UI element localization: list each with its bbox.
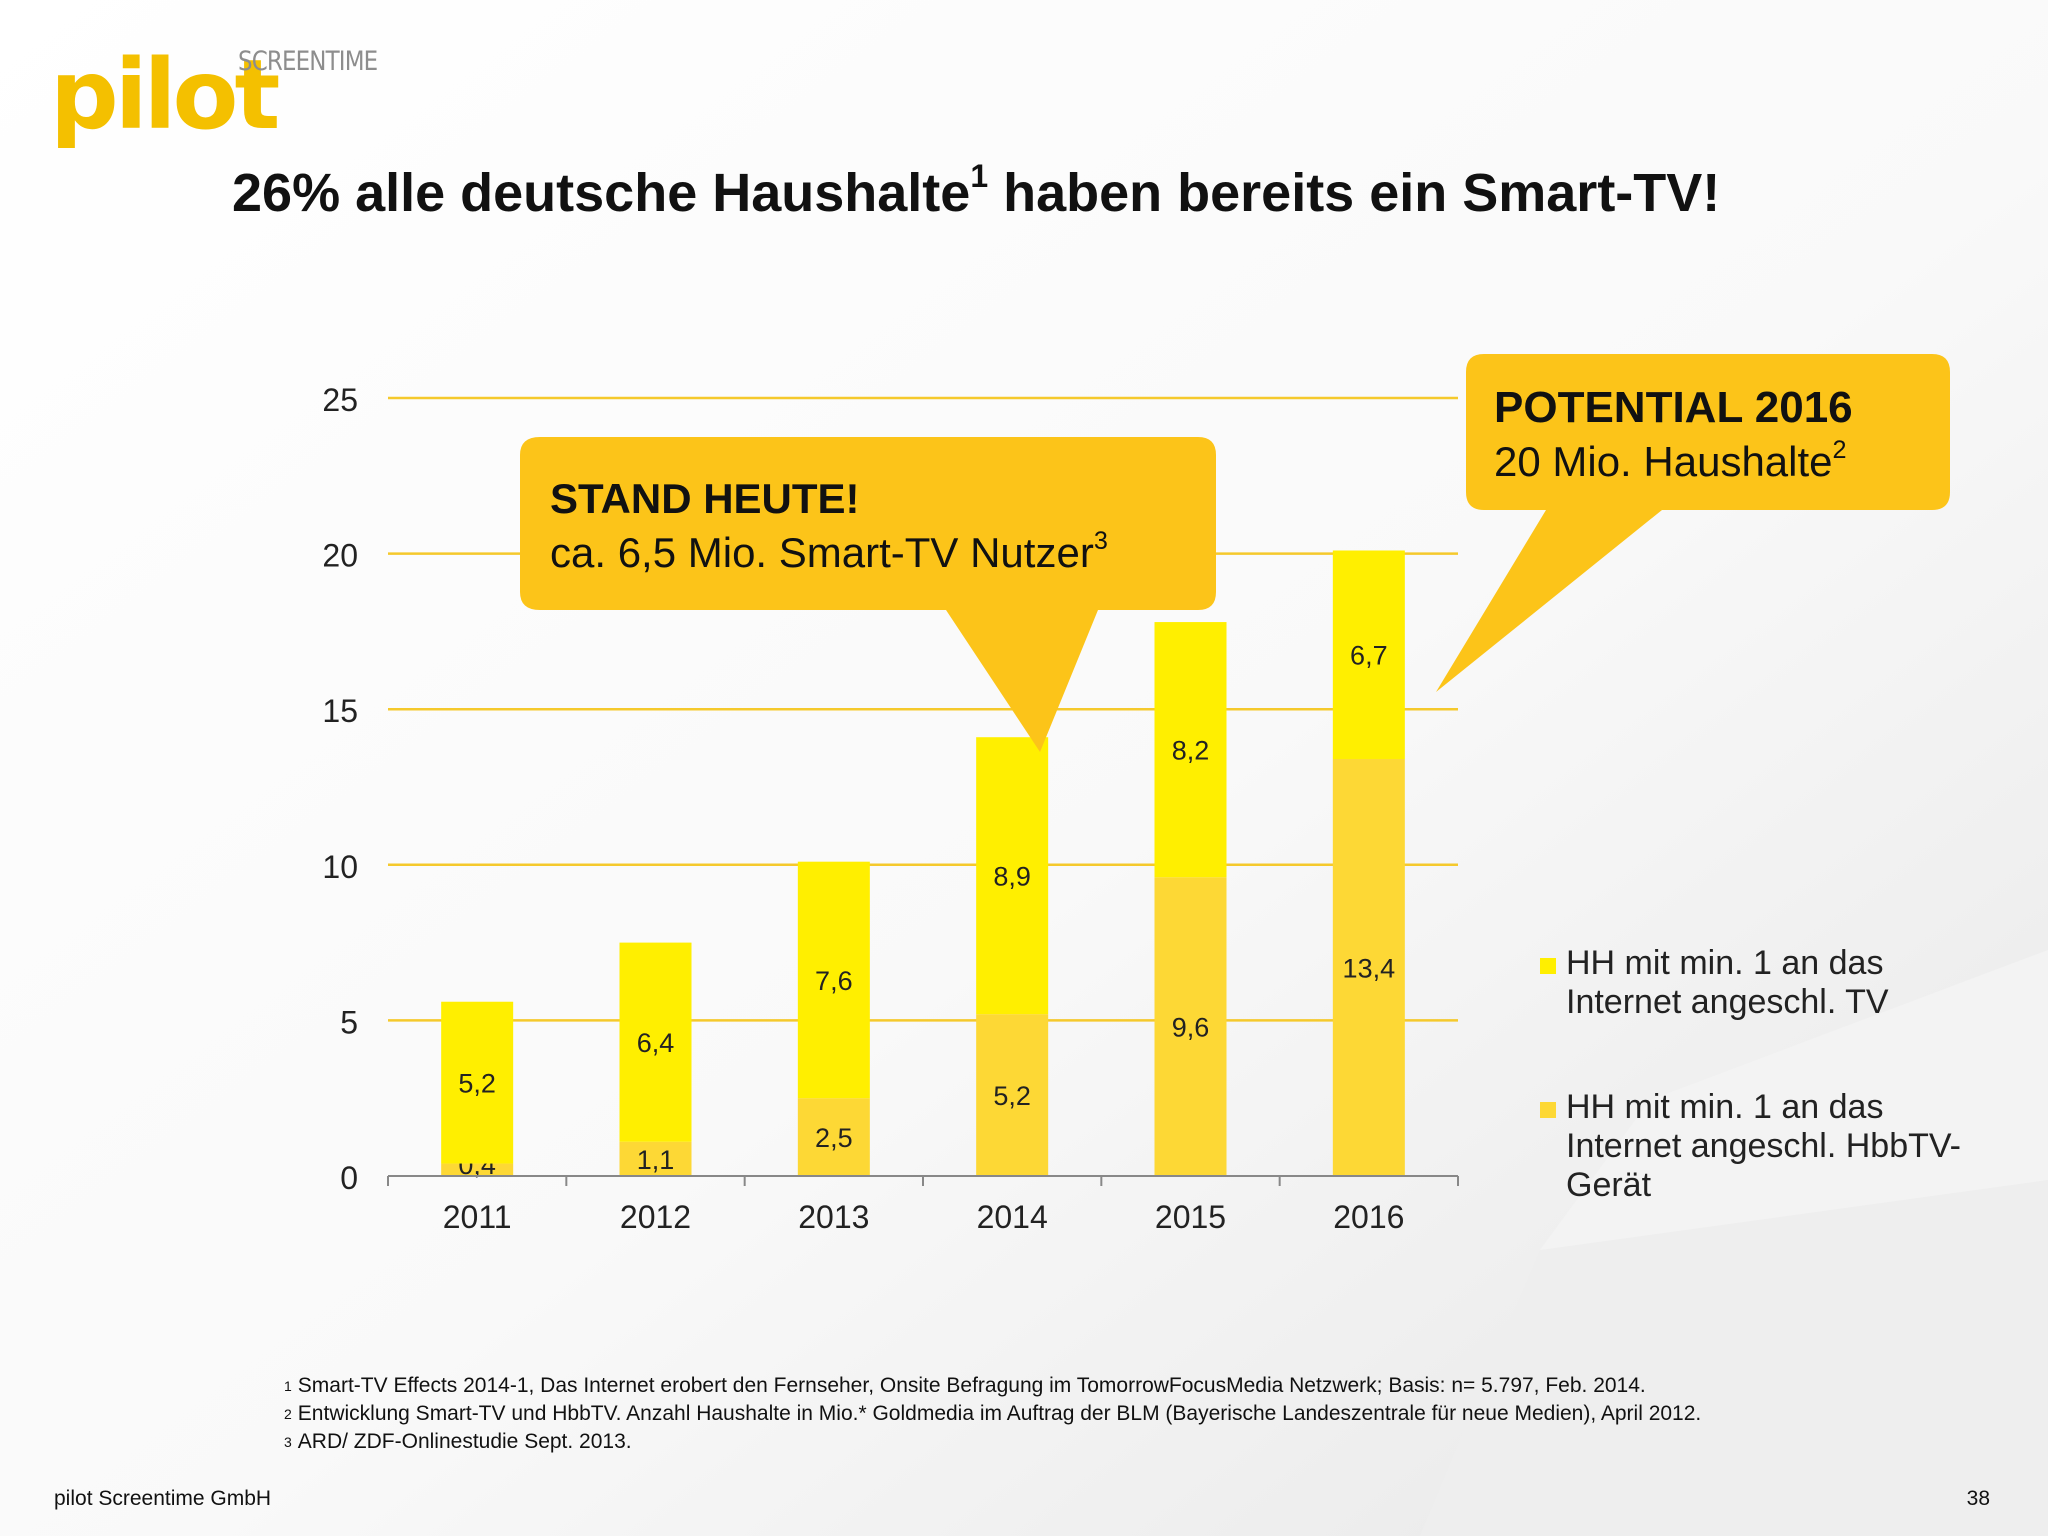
data-label-2012-tv: 6,4 — [637, 1028, 675, 1058]
callout-today-footnote-ref: 3 — [1093, 527, 1108, 556]
bar-2011-hbbtv — [441, 1163, 514, 1176]
footnote-1-number: 1 — [284, 1378, 292, 1394]
bar-2016-tv — [1332, 550, 1405, 759]
footer-page-number: 38 — [1966, 1487, 1990, 1510]
x-tick-label-2015: 2015 — [1155, 1199, 1226, 1235]
legend-swatch-tv — [1540, 958, 1556, 974]
chart-plot-layer: 05101520250,45,220111,16,420122,57,62013… — [322, 382, 1459, 1235]
x-tick-label-2016: 2016 — [1333, 1199, 1404, 1235]
data-label-2014-hbbtv: 5,2 — [993, 1081, 1031, 1111]
callout-potential: POTENTIAL 2016 20 Mio. Haushalte2 — [1494, 382, 1853, 487]
footnote-3-number: 3 — [284, 1434, 292, 1450]
data-label-2011-tv: 5,2 — [458, 1069, 496, 1099]
legend-swatch-hbbtv — [1540, 1102, 1556, 1118]
footnote-2-text: Entwicklung Smart-TV und HbbTV. Anzahl H… — [297, 1402, 1702, 1425]
legend-label-hbbtv: HH mit min. 1 an das Internet angeschl. … — [1566, 1088, 1962, 1205]
callout-today: STAND HEUTE! ca. 6,5 Mio. Smart-TV Nutze… — [550, 474, 1108, 579]
logo-subtitle: SCREENTIME — [238, 46, 378, 77]
bar-2016-hbbtv — [1332, 758, 1405, 1176]
footnote-1-text: Smart-TV Effects 2014-1, Das Internet er… — [297, 1374, 1646, 1397]
slide-title: 26% alle deutsche Haushalte1 haben berei… — [232, 158, 1721, 224]
legend-label-tv: HH mit min. 1 an das Internet angeschl. … — [1566, 944, 1889, 1022]
footnote-1: 1 Smart-TV Effects 2014-1, Das Internet e… — [284, 1372, 1701, 1400]
x-tick-label-2013: 2013 — [798, 1199, 869, 1235]
footer-company: pilot Screentime GmbH — [54, 1487, 272, 1510]
bar-2014-tv — [976, 737, 1049, 1015]
data-label-2016-hbbtv: 13,4 — [1343, 953, 1396, 983]
bar-2012-tv — [619, 942, 692, 1142]
bar-2011-tv — [441, 1001, 514, 1164]
y-tick-label-15: 15 — [322, 693, 358, 729]
y-tick-label-25: 25 — [322, 382, 358, 418]
footnotes: 1 Smart-TV Effects 2014-1, Das Internet e… — [284, 1372, 1701, 1456]
callout-today-bubble — [520, 437, 1216, 752]
footnote-2: 2 Entwicklung Smart-TV und HbbTV. Anzahl … — [284, 1400, 1701, 1428]
y-tick-label-5: 5 — [340, 1004, 358, 1040]
title-main: 26% alle deutsche Haushalte — [232, 163, 971, 223]
pilot-logo: pilot SCREENTIME — [50, 40, 410, 150]
data-label-2014-tv: 8,9 — [993, 862, 1031, 892]
title-footnote-ref: 1 — [970, 158, 989, 194]
callout-potential-bubble — [1436, 354, 1950, 692]
data-label-2015-tv: 8,2 — [1172, 736, 1210, 766]
callout-today-heading: STAND HEUTE! — [550, 475, 860, 522]
callout-potential-text: 20 Mio. Haushalte — [1494, 437, 1833, 485]
y-tick-label-0: 0 — [340, 1160, 358, 1196]
x-tick-label-2014: 2014 — [977, 1199, 1048, 1235]
logo-wordmark: pilot — [50, 39, 280, 151]
callout-potential-heading: POTENTIAL 2016 — [1494, 383, 1853, 432]
data-label-2013-hbbtv: 2,5 — [815, 1123, 853, 1153]
y-tick-label-10: 10 — [322, 849, 358, 885]
bar-2015-hbbtv — [1154, 877, 1227, 1176]
data-label-2013-tv: 7,6 — [815, 966, 853, 996]
callout-today-text: ca. 6,5 Mio. Smart-TV Nutzer — [550, 529, 1094, 577]
bar-2012-hbbtv — [619, 1141, 692, 1176]
footnote-3: 3 ARD/ ZDF-Onlinestudie Sept. 2013. — [284, 1428, 1701, 1456]
x-tick-label-2011: 2011 — [443, 1199, 512, 1235]
bar-2013-tv — [797, 861, 870, 1099]
data-label-2016-tv: 6,7 — [1350, 641, 1388, 671]
bar-2015-tv — [1154, 622, 1227, 878]
y-tick-label-20: 20 — [322, 538, 358, 574]
data-label-2012-hbbtv: 1,1 — [637, 1145, 675, 1175]
callout-potential-footnote-ref: 2 — [1832, 435, 1847, 464]
title-rest: haben bereits ein Smart-TV! — [988, 163, 1721, 223]
footnote-2-number: 2 — [284, 1406, 292, 1422]
bar-2013-hbbtv — [797, 1098, 870, 1176]
bar-2014-hbbtv — [976, 1014, 1049, 1176]
x-tick-label-2012: 2012 — [620, 1199, 691, 1235]
data-label-2015-hbbtv: 9,6 — [1172, 1013, 1210, 1043]
footnote-3-text: ARD/ ZDF-Onlinestudie Sept. 2013. — [297, 1430, 632, 1453]
